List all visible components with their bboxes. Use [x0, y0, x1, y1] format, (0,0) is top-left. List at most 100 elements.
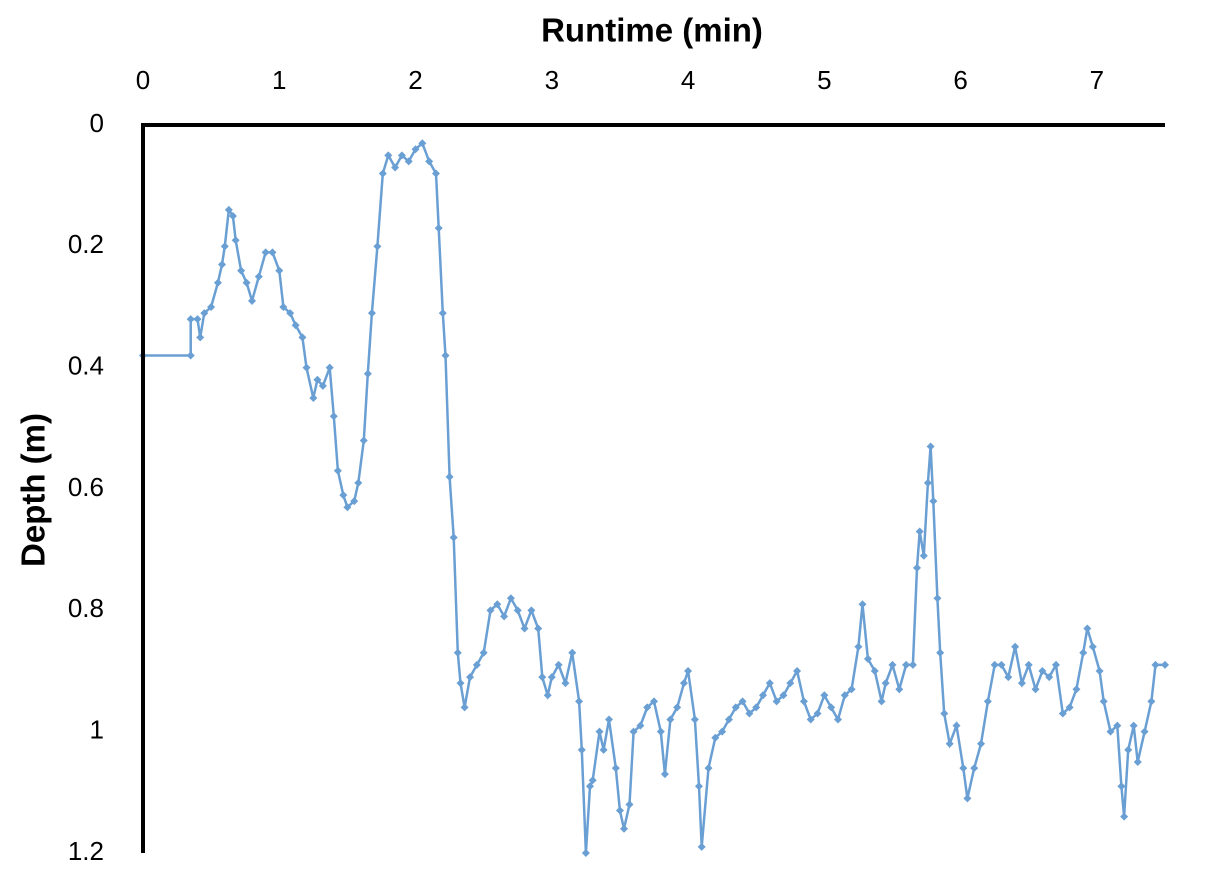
- data-point: [378, 169, 387, 178]
- data-point: [1058, 709, 1067, 718]
- data-point: [759, 691, 768, 700]
- data-point: [813, 709, 822, 718]
- data-point: [291, 321, 300, 330]
- data-point: [673, 703, 682, 712]
- data-point: [718, 727, 727, 736]
- data-point: [453, 648, 462, 657]
- data-point: [765, 679, 774, 688]
- data-point: [772, 697, 781, 706]
- data-point: [588, 776, 597, 785]
- data-point: [786, 679, 795, 688]
- data-point: [595, 727, 604, 736]
- data-point: [286, 309, 295, 318]
- data-point: [441, 351, 450, 360]
- data-point: [261, 248, 270, 257]
- data-point: [840, 691, 849, 700]
- data-point: [302, 363, 311, 372]
- data-point: [888, 660, 897, 669]
- data-point: [1051, 660, 1060, 669]
- data-point: [425, 157, 434, 166]
- data-point: [309, 394, 318, 402]
- data-point: [520, 624, 529, 633]
- data-point: [908, 660, 917, 669]
- y-tick-label: 0.8: [68, 593, 104, 623]
- data-point: [581, 849, 590, 857]
- data-point: [493, 600, 502, 609]
- data-point: [858, 600, 867, 609]
- data-point: [1124, 745, 1133, 754]
- data-point: [534, 624, 543, 633]
- data-point: [325, 363, 334, 372]
- data-point: [193, 315, 202, 324]
- data-point: [1161, 660, 1169, 669]
- data-point: [870, 667, 879, 675]
- data-point: [1106, 727, 1115, 736]
- data-point: [466, 673, 475, 682]
- data-point: [585, 782, 594, 791]
- data-point: [196, 333, 205, 342]
- data-point: [1151, 660, 1160, 669]
- data-point: [666, 715, 675, 724]
- data-point: [220, 242, 229, 251]
- data-point: [820, 691, 829, 700]
- data-point: [1147, 697, 1156, 706]
- data-point: [1099, 697, 1108, 706]
- data-point: [479, 648, 488, 657]
- data-point: [200, 309, 209, 318]
- y-axis-title: Depth (m): [15, 413, 52, 567]
- data-point: [561, 679, 570, 688]
- data-point: [207, 303, 216, 311]
- data-point: [656, 727, 665, 736]
- data-point: [847, 685, 856, 694]
- x-tick-label: 4: [681, 65, 695, 95]
- data-point: [731, 703, 740, 712]
- data-point: [445, 472, 454, 481]
- data-point: [186, 315, 195, 324]
- data-point: [1140, 727, 1149, 736]
- data-point: [418, 139, 427, 148]
- data-point: [738, 697, 747, 706]
- y-tick-label: 0.4: [68, 351, 104, 381]
- data-point: [434, 224, 443, 233]
- data-point: [1095, 667, 1104, 675]
- data-point: [231, 236, 240, 245]
- y-tick-label: 0.2: [68, 229, 104, 259]
- data-point: [224, 205, 233, 214]
- data-point: [318, 381, 327, 390]
- data-point: [679, 679, 688, 688]
- data-point: [254, 272, 263, 281]
- data-point: [933, 594, 942, 603]
- data-point: [833, 715, 842, 724]
- data-point: [684, 667, 693, 675]
- data-point: [456, 679, 465, 688]
- data-point: [970, 764, 979, 773]
- data-point: [547, 673, 556, 682]
- data-point: [977, 739, 986, 748]
- data-point: [1072, 685, 1081, 694]
- data-point: [431, 169, 440, 178]
- data-point: [472, 660, 481, 669]
- data-point: [997, 660, 1006, 669]
- data-point: [213, 278, 222, 287]
- data-point: [1113, 721, 1122, 730]
- data-point: [625, 800, 634, 809]
- data-point: [391, 163, 400, 172]
- data-point: [919, 551, 928, 560]
- data-point: [438, 309, 447, 318]
- data-point: [218, 260, 227, 269]
- data-point: [929, 497, 938, 506]
- data-point: [599, 745, 608, 754]
- y-tick-label: 0.6: [68, 472, 104, 502]
- x-tick-label: 2: [408, 65, 422, 95]
- data-point: [1031, 685, 1040, 694]
- data-line: [143, 141, 1165, 854]
- data-point: [752, 703, 761, 712]
- data-point: [643, 703, 652, 712]
- data-point: [620, 824, 629, 833]
- data-point: [959, 764, 968, 773]
- data-point: [186, 351, 195, 360]
- data-point: [660, 770, 669, 779]
- data-point: [279, 303, 288, 311]
- data-point: [806, 715, 815, 724]
